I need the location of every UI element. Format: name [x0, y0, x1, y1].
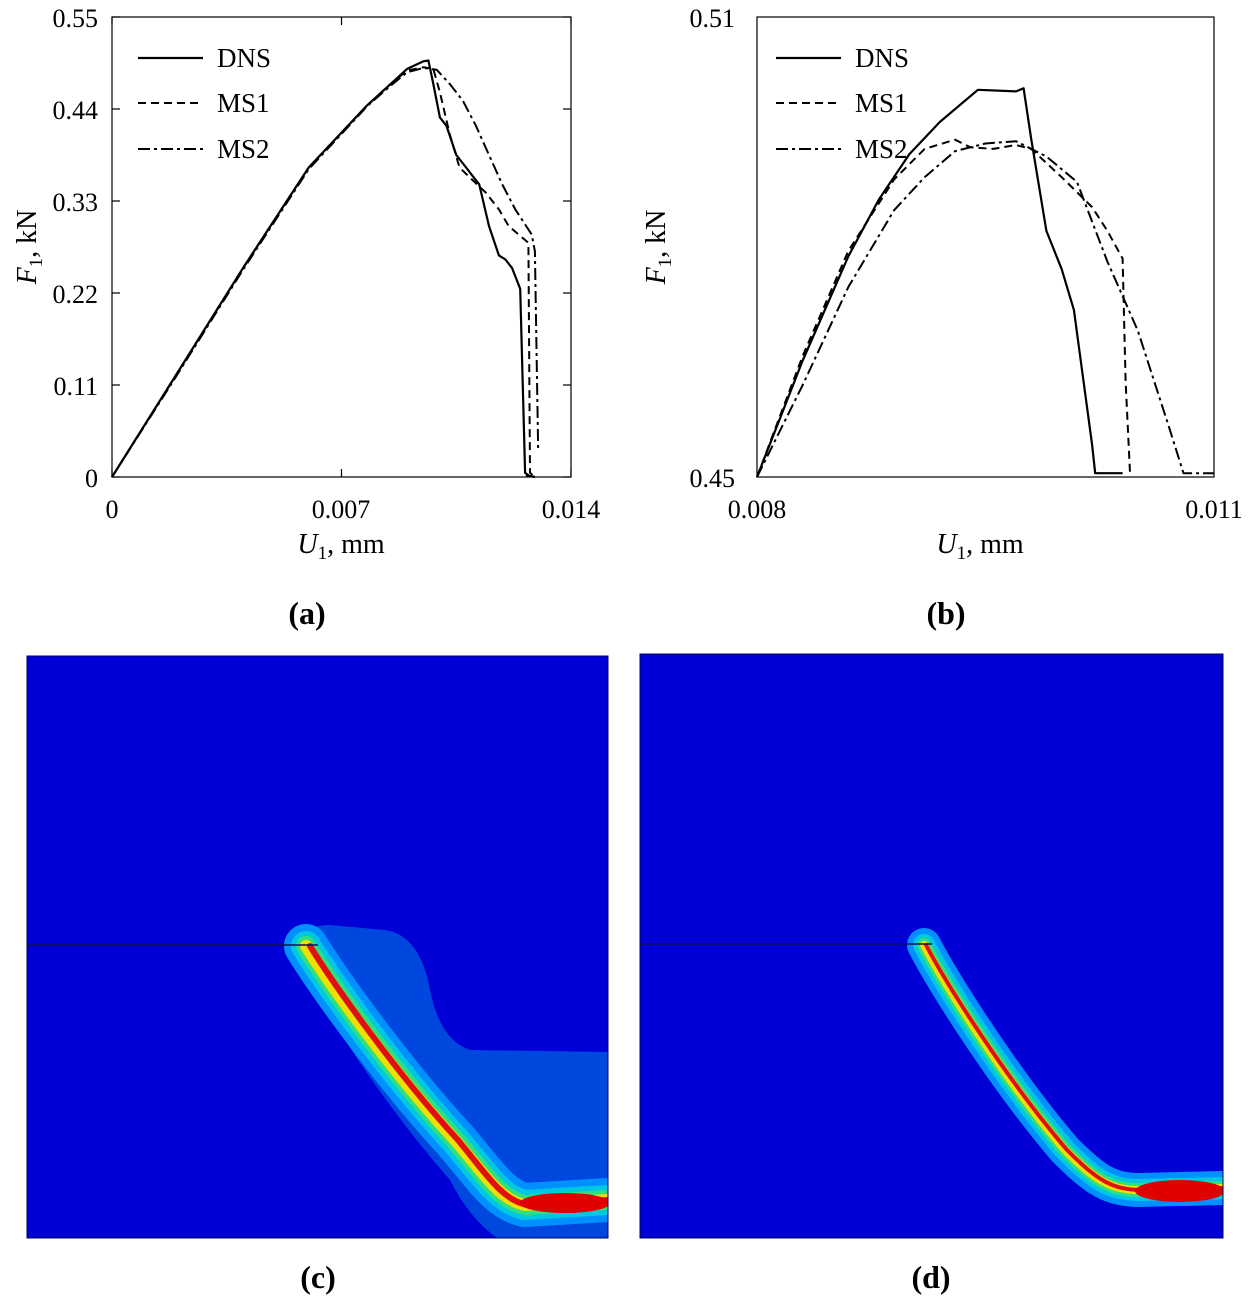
- chart-a-xtick-1: 0.007: [312, 495, 371, 524]
- chart-b-xtick-0: 0.008: [728, 495, 787, 524]
- chart-b-series-dns: [755, 87, 1123, 478]
- chart-a-xtick-0: 0: [106, 495, 119, 524]
- chart-a-series-dns: [111, 59, 536, 479]
- chart-b-legend-dns: DNS: [855, 43, 909, 73]
- chart-a-ytick-2: 0.22: [53, 280, 99, 309]
- contour-plot-d: [640, 654, 1223, 1238]
- chart-a-ylabel: F1, kN: [12, 210, 47, 286]
- chart-a-legend-ms2: MS2: [217, 134, 270, 164]
- contour-c-outer-zone: [300, 925, 608, 1238]
- chart-a-ytick-4: 0.44: [53, 96, 99, 125]
- chart-a-xtick-2: 0.014: [542, 495, 601, 524]
- chart-b-legend-ms1: MS1: [855, 88, 908, 118]
- chart-a-legend: DNS MS1 MS2: [138, 43, 271, 164]
- chart-a-ytick-5: 0.55: [53, 4, 99, 33]
- chart-a-ticks: [111, 16, 572, 478]
- chart-a-series-ms2: [111, 67, 540, 478]
- contour-c-crack-core: [307, 943, 608, 1209]
- contour-d-crack-core: [924, 943, 1223, 1193]
- chart-b-ytick-0: 0.45: [690, 464, 736, 493]
- chart-b-legend: DNS MS1 MS2: [776, 43, 909, 164]
- panel-label-b: (b): [926, 595, 965, 631]
- chart-a-series-ms1: [111, 66, 536, 478]
- chart-b-frame: [756, 16, 1215, 478]
- panel-label-c: (c): [300, 1259, 336, 1295]
- contour-plot-c: [27, 656, 608, 1238]
- chart-b-ylabel: F1, kN: [641, 210, 676, 286]
- chart-b-series-ms1: [756, 138, 1132, 478]
- chart-b-ytick-1: 0.51: [690, 4, 736, 33]
- chart-a-xlabel: U1, mm: [297, 529, 385, 564]
- chart-b-series: [755, 87, 1214, 478]
- chart-a-legend-ms1: MS1: [217, 88, 270, 118]
- chart-a-legend-dns: DNS: [217, 43, 271, 73]
- chart-b-series-ms2: [756, 140, 1214, 478]
- chart-a-series: [111, 59, 540, 479]
- panel-label-d: (d): [911, 1259, 950, 1295]
- chart-a-ytick-0: 0: [85, 464, 98, 493]
- panel-label-a: (a): [288, 595, 325, 631]
- chart-b-xtick-1: 0.011: [1185, 495, 1243, 524]
- chart-b: 0.45 0.51 0.008 0.011 U1, mm F1, kN DNS …: [641, 4, 1243, 564]
- chart-a-ytick-1: 0.11: [53, 372, 98, 401]
- chart-b-xlabel: U1, mm: [936, 529, 1024, 564]
- chart-a: 0 0.11 0.22 0.33 0.44 0.55 0 0.007 0.014…: [12, 4, 600, 564]
- chart-a-frame: [111, 16, 572, 478]
- chart-a-ytick-3: 0.33: [53, 188, 99, 217]
- chart-b-legend-ms2: MS2: [855, 134, 908, 164]
